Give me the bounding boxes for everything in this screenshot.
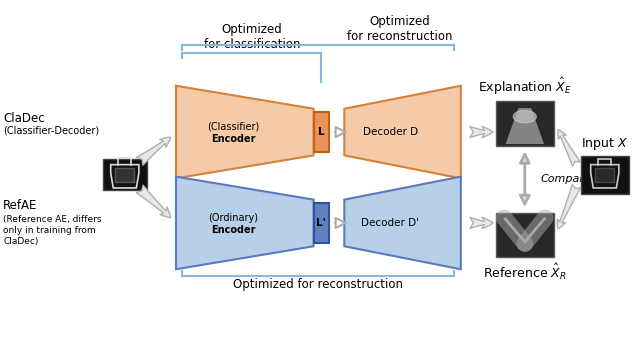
- Text: Reference $\hat{X}_R$: Reference $\hat{X}_R$: [483, 261, 566, 282]
- Polygon shape: [506, 108, 544, 144]
- Polygon shape: [344, 177, 461, 269]
- Text: Optimized
for reconstruction: Optimized for reconstruction: [348, 15, 452, 43]
- Polygon shape: [176, 177, 314, 269]
- FancyBboxPatch shape: [314, 203, 329, 243]
- Text: ClaDec: ClaDec: [3, 112, 45, 125]
- FancyBboxPatch shape: [496, 101, 554, 146]
- Text: ClaDec): ClaDec): [3, 237, 38, 246]
- FancyBboxPatch shape: [581, 156, 628, 194]
- Text: (Reference AE, differs: (Reference AE, differs: [3, 215, 102, 224]
- Text: Compare: Compare: [541, 174, 591, 184]
- Polygon shape: [344, 86, 461, 178]
- FancyBboxPatch shape: [103, 159, 147, 190]
- Text: Input $X$: Input $X$: [581, 136, 628, 152]
- Circle shape: [513, 110, 536, 123]
- Text: (Classifier-Decoder): (Classifier-Decoder): [3, 125, 99, 135]
- FancyBboxPatch shape: [595, 168, 614, 182]
- FancyBboxPatch shape: [496, 213, 554, 257]
- Text: L': L': [316, 218, 326, 228]
- Text: Optimized for reconstruction: Optimized for reconstruction: [234, 278, 403, 291]
- Text: L: L: [318, 127, 324, 137]
- Text: RefAE: RefAE: [3, 199, 38, 212]
- Text: Encoder: Encoder: [211, 134, 256, 144]
- FancyBboxPatch shape: [314, 113, 329, 152]
- Text: only in training from: only in training from: [3, 226, 96, 235]
- Text: Optimized
for classification: Optimized for classification: [204, 23, 300, 51]
- Text: Decoder D': Decoder D': [362, 218, 419, 228]
- Text: Encoder: Encoder: [211, 225, 256, 235]
- Text: (Ordinary): (Ordinary): [209, 213, 259, 223]
- Text: Explanation $\hat{X}_E$: Explanation $\hat{X}_E$: [478, 76, 572, 97]
- Polygon shape: [176, 86, 314, 178]
- Text: (Classifier): (Classifier): [207, 122, 260, 132]
- Text: Decoder D: Decoder D: [363, 127, 418, 137]
- FancyBboxPatch shape: [115, 168, 134, 182]
